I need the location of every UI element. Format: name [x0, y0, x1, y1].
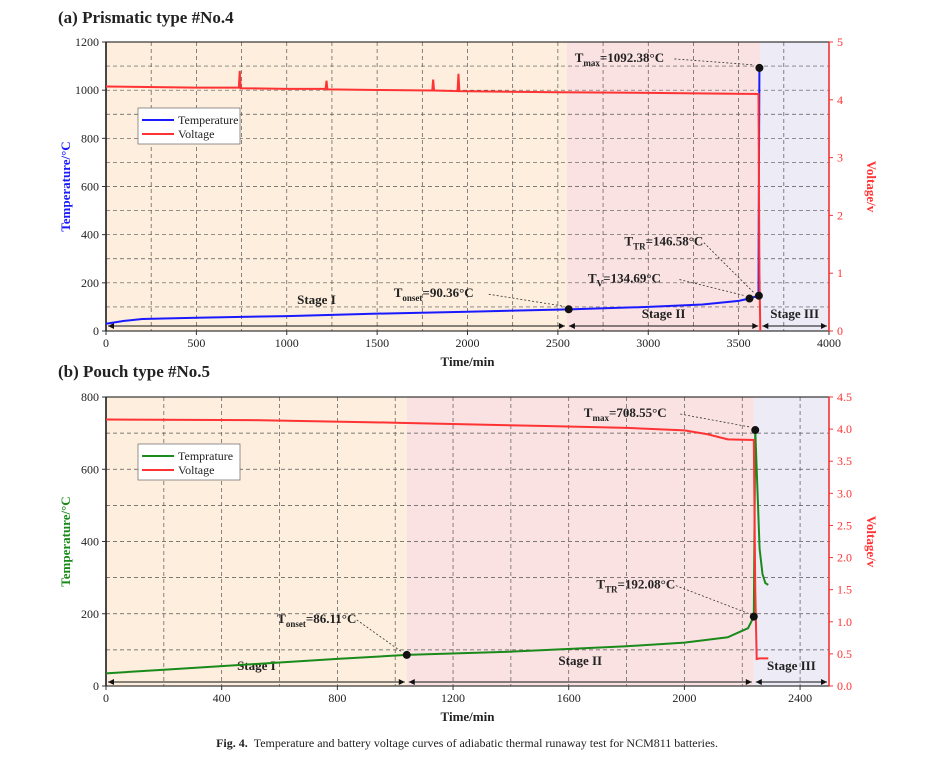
x-tick-label: 800	[328, 691, 346, 705]
x-tick-label: 0	[103, 691, 109, 705]
stage-region	[106, 42, 567, 331]
panel-a-title: (a) Prismatic type #No.4	[58, 8, 234, 27]
y-axis-label: Temperature/°C	[58, 141, 73, 231]
x-tick-label: 2000	[456, 336, 480, 350]
stage-label: Stage II	[558, 653, 602, 668]
y2-axis-label: Voltage/v	[864, 161, 879, 213]
y2-tick-label: 0	[837, 324, 843, 338]
legend-label: Temperature	[178, 113, 238, 127]
chart-panel-a: 0 500 1000 1500 2000 2500 3000 3500 400002004006…	[58, 35, 879, 369]
x-tick-label: 3500	[727, 336, 751, 350]
x-tick-label: 500	[187, 336, 205, 350]
stage-label: Stage I	[237, 658, 276, 673]
x-tick-label: 2500	[546, 336, 570, 350]
annotation-onset: Tonset=90.36°C	[394, 285, 474, 303]
caption: Fig. 4. Temperature and battery voltage c…	[0, 736, 934, 751]
y-tick-label: 800	[81, 390, 99, 404]
x-tick-label: 2000	[672, 691, 696, 705]
legend-box	[137, 443, 241, 481]
annotation-arrow	[488, 293, 564, 307]
chart-panel-b: 0 400 800 1200 1600 2000 2400 0 200 400 600 800 0.0 0…	[58, 390, 879, 724]
y-tick-label: 1200	[75, 35, 99, 49]
legend-box	[137, 107, 241, 145]
y2-tick-label: 4	[837, 93, 843, 107]
y-axis-label: Temperature/°C	[58, 496, 73, 586]
stage-label: Stage I	[297, 292, 336, 307]
y2-tick-label: 3.0	[837, 486, 852, 500]
x-tick-label: 3000	[636, 336, 660, 350]
legend-label: Temprature	[178, 449, 233, 463]
marker-V	[745, 294, 754, 303]
annotation-arrow	[675, 585, 749, 614]
panel-b-title: (b) Pouch type #No.5	[58, 362, 211, 381]
y2-tick-label: 1.5	[837, 583, 852, 597]
y2-tick-label: 4.0	[837, 422, 852, 436]
legend-label: Voltage	[178, 463, 214, 477]
x-tick-label: 4000	[817, 336, 841, 350]
annotation-V: TV=134.69°C	[588, 271, 661, 289]
series-line-voltage	[105, 418, 769, 661]
y-tick-label: 400	[81, 535, 99, 549]
x-tick-label: 1600	[557, 691, 581, 705]
x-tick-label: 400	[213, 691, 231, 705]
series-line-temprature	[105, 429, 769, 675]
annotation-TR: TTR=192.08°C	[596, 577, 675, 595]
y2-tick-label: 0.5	[837, 647, 852, 661]
y2-tick-label: 5	[837, 35, 843, 49]
y2-axis-label: Voltage/v	[864, 516, 879, 568]
marker-onset	[564, 305, 573, 314]
caption-text: Temperature and battery voltage curves o…	[253, 736, 718, 750]
y2-tick-label: 1	[837, 266, 843, 280]
y2-tick-label: 1.0	[837, 615, 852, 629]
annotation-TR: TTR=146.58°C	[624, 234, 703, 252]
y-tick-label: 400	[81, 228, 99, 242]
annotation-arrow	[356, 619, 402, 653]
y2-tick-label: 3	[837, 151, 843, 165]
x-axis-label: Time/min	[441, 354, 496, 369]
y-tick-label: 600	[81, 180, 99, 194]
stage-label: Stage II	[642, 306, 686, 321]
y2-tick-label: 2	[837, 208, 843, 222]
y2-tick-label: 0.0	[837, 679, 852, 693]
x-tick-label: 1500	[365, 336, 389, 350]
x-tick-label: 1000	[275, 336, 299, 350]
annotation-arrow	[674, 58, 755, 66]
annotation-onset: Tonset=86.11°C	[277, 611, 356, 629]
series-line-voltage	[105, 70, 762, 332]
y-tick-label: 800	[81, 131, 99, 145]
annotation-arrow	[679, 279, 745, 296]
y-tick-label: 1000	[75, 83, 99, 97]
y2-tick-label: 2.5	[837, 518, 852, 532]
y2-tick-label: 3.5	[837, 454, 852, 468]
y-tick-label: 200	[81, 276, 99, 290]
annotation-max: Tmax=708.55°C	[584, 405, 667, 423]
marker-max	[751, 426, 760, 435]
y-tick-label: 600	[81, 462, 99, 476]
stage-label: Stage III	[770, 306, 819, 321]
x-tick-label: 1200	[441, 691, 465, 705]
y-tick-label: 0	[93, 679, 99, 693]
marker-TR	[754, 291, 763, 300]
x-tick-label: 2400	[788, 691, 812, 705]
marker-max	[755, 63, 764, 72]
legend-label: Voltage	[178, 127, 214, 141]
y2-tick-label: 2.0	[837, 551, 852, 565]
stage-label: Stage III	[767, 658, 816, 673]
marker-onset	[402, 650, 411, 659]
annotation-max: Tmax=1092.38°C	[575, 50, 664, 68]
caption-label: Fig. 4.	[216, 736, 248, 750]
x-tick-label: 0	[103, 336, 109, 350]
y2-tick-label: 4.5	[837, 390, 852, 404]
y-tick-label: 200	[81, 607, 99, 621]
y-tick-label: 0	[93, 324, 99, 338]
x-axis-label: Time/min	[441, 709, 496, 724]
marker-TR	[749, 612, 758, 621]
